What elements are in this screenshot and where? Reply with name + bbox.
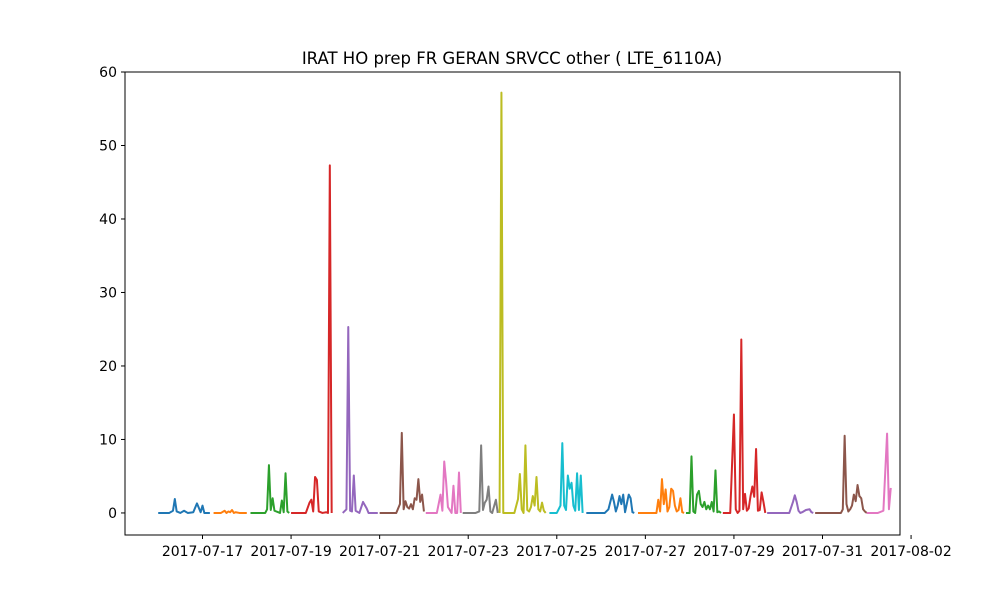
series-line-13	[685, 455, 722, 514]
series-line-7	[425, 460, 462, 514]
y-tick-label: 30	[99, 285, 117, 301]
series-line-15	[767, 494, 814, 514]
y-tick-label: 60	[99, 65, 117, 81]
series-line-5	[342, 326, 378, 514]
x-tick-label: 2017-07-29	[693, 544, 774, 560]
series-line-1	[158, 497, 210, 514]
plot-area-frame	[124, 71, 901, 536]
series-line-3	[250, 464, 290, 514]
series-line-9	[498, 91, 547, 514]
series-line-12	[637, 478, 685, 514]
x-tick-label: 2017-07-25	[516, 544, 597, 560]
series-line-14	[722, 338, 767, 514]
y-tick-label: 40	[99, 212, 117, 228]
series-line-11	[586, 493, 635, 514]
y-tick-label: 20	[99, 359, 117, 375]
x-tick-label: 2017-07-27	[605, 544, 686, 560]
series-line-8	[462, 444, 499, 514]
x-axis-ticks: 2017-07-17 2017-07-19 2017-07-21 2017-07-23…	[162, 535, 952, 560]
x-tick-label: 2017-07-17	[162, 544, 243, 560]
series-line-6	[379, 431, 425, 514]
series-layer	[158, 91, 892, 514]
series-line-2	[213, 509, 247, 514]
y-tick-label: 50	[99, 138, 117, 154]
y-axis-ticks: 0 10 20 30 40 50 60	[99, 65, 125, 522]
y-tick-label: 0	[108, 506, 117, 522]
x-tick-label: 2017-08-02	[870, 544, 951, 560]
series-line-17	[866, 432, 892, 514]
y-tick-label: 10	[99, 432, 117, 448]
series-line-16	[815, 434, 868, 514]
x-tick-label: 2017-07-19	[250, 544, 331, 560]
chart-title: IRAT HO prep FR GERAN SRVCC other ( LTE_…	[302, 49, 722, 69]
series-line-4	[291, 164, 333, 514]
x-tick-label: 2017-07-23	[428, 544, 509, 560]
series-line-10	[549, 442, 584, 514]
x-tick-label: 2017-07-31	[782, 544, 863, 560]
x-tick-label: 2017-07-21	[339, 544, 420, 560]
